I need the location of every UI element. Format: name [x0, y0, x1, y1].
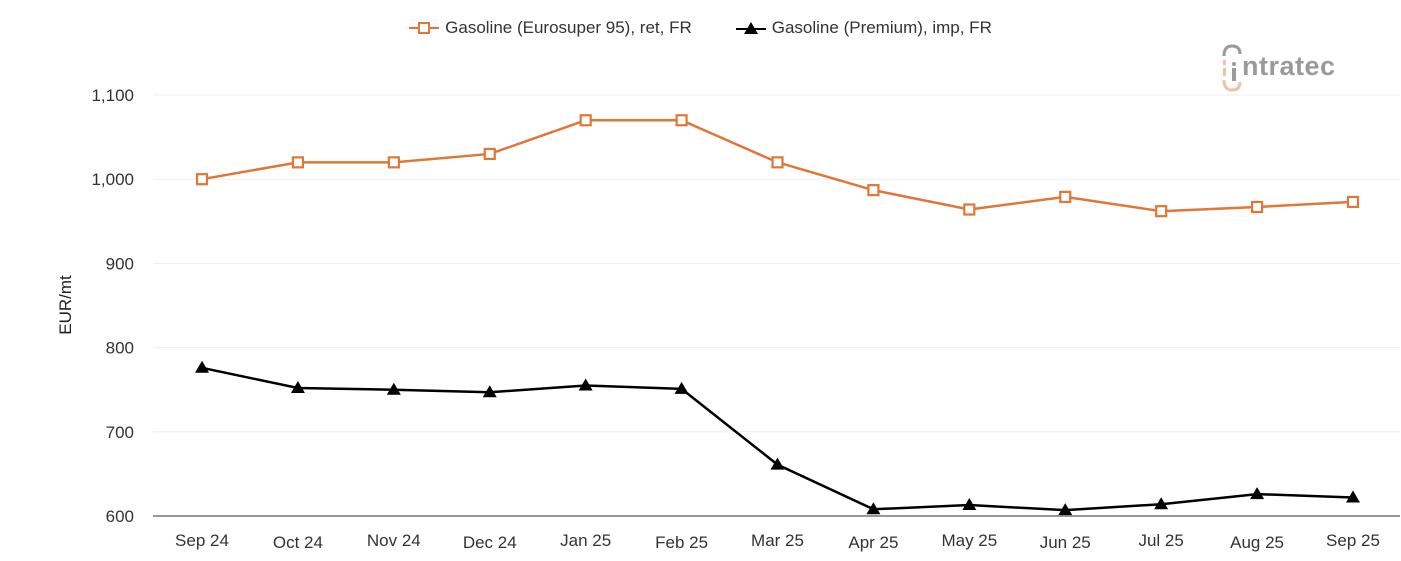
triangle-marker-icon[interactable]	[195, 360, 209, 373]
triangle-marker-icon[interactable]	[386, 382, 401, 395]
x-tick-label: May 25	[941, 531, 997, 550]
triangle-marker-icon[interactable]	[1058, 503, 1073, 516]
x-tick-label: Apr 25	[848, 533, 898, 552]
x-tick-label: Sep 24	[175, 531, 229, 550]
x-axis-ticks: Sep 24 Oct 24 Nov 24 Dec 24 Jan 25 Feb 25 Mar …	[175, 531, 1380, 552]
x-tick-label: Jul 25	[1138, 531, 1183, 550]
square-marker-icon[interactable]	[1059, 190, 1072, 203]
x-tick-label: Jan 25	[560, 531, 611, 550]
triangle-marker-icon[interactable]	[482, 385, 497, 398]
square-marker-icon[interactable]	[771, 156, 784, 169]
square-marker-icon[interactable]	[867, 184, 880, 197]
filled-triangle-marker-icon	[735, 22, 766, 34]
x-tick-label: Aug 25	[1230, 533, 1284, 552]
y-tick-label: 1,000	[91, 170, 134, 189]
triangle-marker-icon[interactable]	[290, 381, 305, 394]
series-premium	[195, 360, 1360, 516]
legend-label: Gasoline (Premium), imp, FR	[771, 18, 992, 37]
square-marker-icon[interactable]	[1346, 195, 1360, 209]
y-axis-ticks: 600 700 800 900 1,000 1,100	[91, 86, 134, 526]
square-marker-icon[interactable]	[483, 147, 496, 161]
square-marker-icon[interactable]	[195, 173, 209, 186]
square-marker-icon[interactable]	[1155, 205, 1168, 218]
series-eurosuper-95	[195, 114, 1360, 218]
y-tick-label: 800	[106, 339, 134, 358]
y-tick-label: 900	[106, 254, 134, 273]
y-tick-label: 600	[106, 507, 134, 526]
triangle-marker-icon[interactable]	[578, 378, 593, 391]
y-tick-label: 700	[106, 423, 134, 442]
legend-item-premium[interactable]: Gasoline (Premium), imp, FR	[735, 18, 992, 38]
x-tick-label: Feb 25	[655, 533, 708, 552]
legend-item-eurosuper[interactable]: Gasoline (Eurosuper 95), ret, FR	[409, 18, 692, 38]
gridlines	[153, 94, 1400, 433]
triangle-marker-icon[interactable]	[962, 498, 977, 511]
square-marker-icon[interactable]	[675, 114, 688, 127]
square-marker-icon[interactable]	[579, 114, 592, 127]
logo-mark-icon	[1222, 44, 1242, 92]
y-tick-label: 1,100	[91, 86, 134, 105]
y-axis-label: EUR/mt	[56, 275, 75, 335]
x-tick-label: Nov 24	[367, 531, 421, 550]
x-tick-label: Jun 25	[1040, 533, 1091, 552]
series-line	[201, 366, 1354, 512]
legend-label: Gasoline (Eurosuper 95), ret, FR	[445, 18, 692, 37]
x-tick-label: Oct 24	[273, 533, 323, 552]
data-series	[195, 114, 1360, 516]
square-marker-icon[interactable]	[291, 156, 305, 169]
logo-text: ntratec	[1242, 51, 1336, 81]
square-marker-icon[interactable]	[963, 203, 976, 216]
legend: Gasoline (Eurosuper 95), ret, FR Gasolin…	[0, 18, 1401, 38]
triangle-marker-icon[interactable]	[674, 381, 689, 394]
triangle-marker-icon[interactable]	[1154, 497, 1169, 510]
x-tick-label: Dec 24	[463, 533, 517, 552]
triangle-marker-icon[interactable]	[770, 457, 785, 470]
x-tick-label: Mar 25	[751, 531, 804, 550]
square-marker-icon[interactable]	[387, 156, 400, 169]
x-tick-label: Sep 25	[1326, 531, 1380, 550]
triangle-marker-icon[interactable]	[1250, 487, 1265, 500]
triangle-marker-icon[interactable]	[1346, 490, 1360, 503]
square-marker-icon[interactable]	[1250, 200, 1264, 214]
triangle-marker-icon[interactable]	[866, 502, 881, 515]
intratec-logo: ntratec	[1220, 40, 1336, 94]
hollow-square-marker-icon	[409, 22, 440, 34]
